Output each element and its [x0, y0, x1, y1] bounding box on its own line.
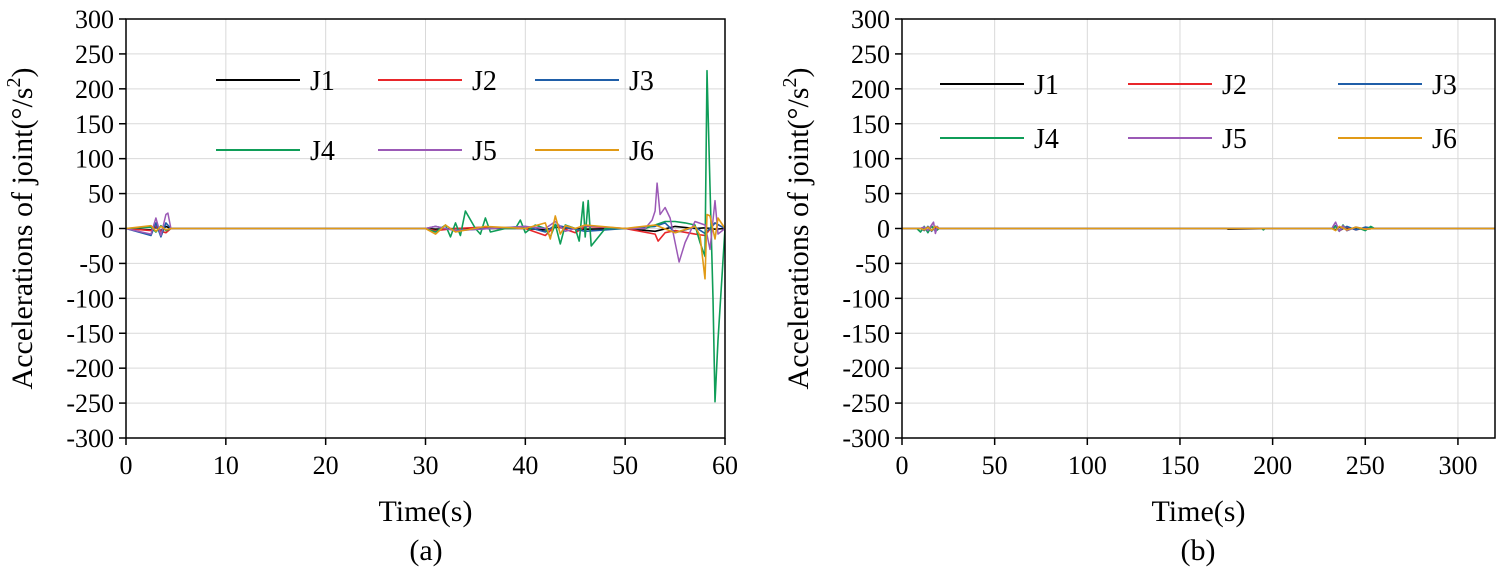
chart-panel-0: 0 10 20 30 40 50 60 -300 -250 -200 -150 -100 -50 0 50 1… — [3, 5, 738, 567]
y-tick-label: -50 — [79, 249, 114, 278]
x-tick-label: 30 — [413, 451, 439, 480]
legend-label-j4: J4 — [1034, 124, 1059, 155]
y-tick-label: -100 — [66, 284, 114, 313]
x-tick-label: 250 — [1346, 451, 1385, 480]
x-tick-label: 20 — [313, 451, 339, 480]
series-line-j6 — [902, 225, 1495, 232]
legend-label-j6: J6 — [629, 136, 654, 167]
legend-label-j6: J6 — [1432, 124, 1457, 155]
y-axis-title: Accelerations of joint(°/s2) — [779, 68, 815, 390]
y-tick-label: 50 — [864, 180, 890, 209]
legend: J1 J2 J3 J4 J5 J6 — [940, 70, 1457, 155]
chart-panel-1: 0 50 100 150 200 250 300-300-250-200-150-100-5… — [779, 5, 1496, 567]
y-tick-label: 100 — [75, 145, 114, 174]
y-tick-label: 150 — [75, 110, 114, 139]
y-tick-label: -200 — [66, 354, 114, 383]
y-tick-label: -150 — [66, 319, 114, 348]
y-tick-label: 150 — [851, 110, 890, 139]
y-tick-label: 0 — [877, 215, 890, 244]
series-line-j6 — [126, 213, 725, 280]
y-tick-label: 100 — [851, 145, 890, 174]
y-tick-label: 0 — [101, 215, 114, 244]
y-tick-label: 300 — [851, 5, 890, 34]
y-axis-title: Accelerations of joint(°/s2) — [3, 68, 39, 390]
x-tick-label: 50 — [612, 451, 638, 480]
y-axis-title-main: Accelerations of joint(°/s — [6, 88, 39, 390]
x-tick-label: 300 — [1438, 451, 1477, 480]
series-group — [902, 221, 1495, 235]
y-tick-label: 50 — [88, 180, 114, 209]
y-tick-label: -200 — [842, 354, 890, 383]
legend-label-j2: J2 — [1222, 70, 1247, 101]
y-tick-label: 250 — [75, 40, 114, 69]
x-tick-label: 100 — [1068, 451, 1107, 480]
y-tick-label: 200 — [75, 75, 114, 104]
legend: J1 J2 J3 J4 J5 J6 — [216, 66, 654, 167]
y-tick-label: -250 — [66, 389, 114, 418]
x-tick-label: 10 — [213, 451, 239, 480]
x-tick-label: 40 — [512, 451, 538, 480]
legend-label-j5: J5 — [1222, 124, 1247, 155]
y-tick-label: 200 — [851, 75, 890, 104]
x-tick-label: 0 — [896, 451, 909, 480]
legend-label-j3: J3 — [629, 66, 654, 97]
series-group — [126, 69, 725, 403]
x-axis-title: Time(s) — [1152, 495, 1246, 528]
legend-label-j4: J4 — [310, 136, 335, 167]
y-axis-title-close: ) — [6, 68, 39, 78]
panel-caption: (b) — [1181, 534, 1216, 567]
x-tick-label: 0 — [120, 451, 133, 480]
y-tick-label: 300 — [75, 5, 114, 34]
y-axis-title-superscript: 2 — [779, 78, 801, 88]
x-tick-label: 200 — [1253, 451, 1292, 480]
legend-label-j1: J1 — [1034, 70, 1059, 101]
y-tick-label: -50 — [855, 249, 890, 278]
legend-label-j5: J5 — [472, 136, 497, 167]
y-axis-title-superscript: 2 — [3, 78, 25, 88]
x-tick-label: 60 — [712, 451, 738, 480]
x-tick-label: 50 — [982, 451, 1008, 480]
y-tick-label: -250 — [842, 389, 890, 418]
x-tick-label: 150 — [1160, 451, 1199, 480]
legend-label-j2: J2 — [472, 66, 497, 97]
legend-label-j3: J3 — [1432, 70, 1457, 101]
y-tick-label: -150 — [842, 319, 890, 348]
legend-label-j1: J1 — [310, 66, 335, 97]
panel-caption: (a) — [409, 534, 442, 567]
x-axis-title: Time(s) — [379, 495, 473, 528]
y-tick-label: -300 — [66, 424, 114, 453]
y-tick-label: -300 — [842, 424, 890, 453]
y-axis-title-main: Accelerations of joint(°/s — [782, 88, 815, 390]
y-axis-title-close: ) — [782, 68, 815, 78]
y-tick-label: -100 — [842, 284, 890, 313]
y-tick-label: 250 — [851, 40, 890, 69]
